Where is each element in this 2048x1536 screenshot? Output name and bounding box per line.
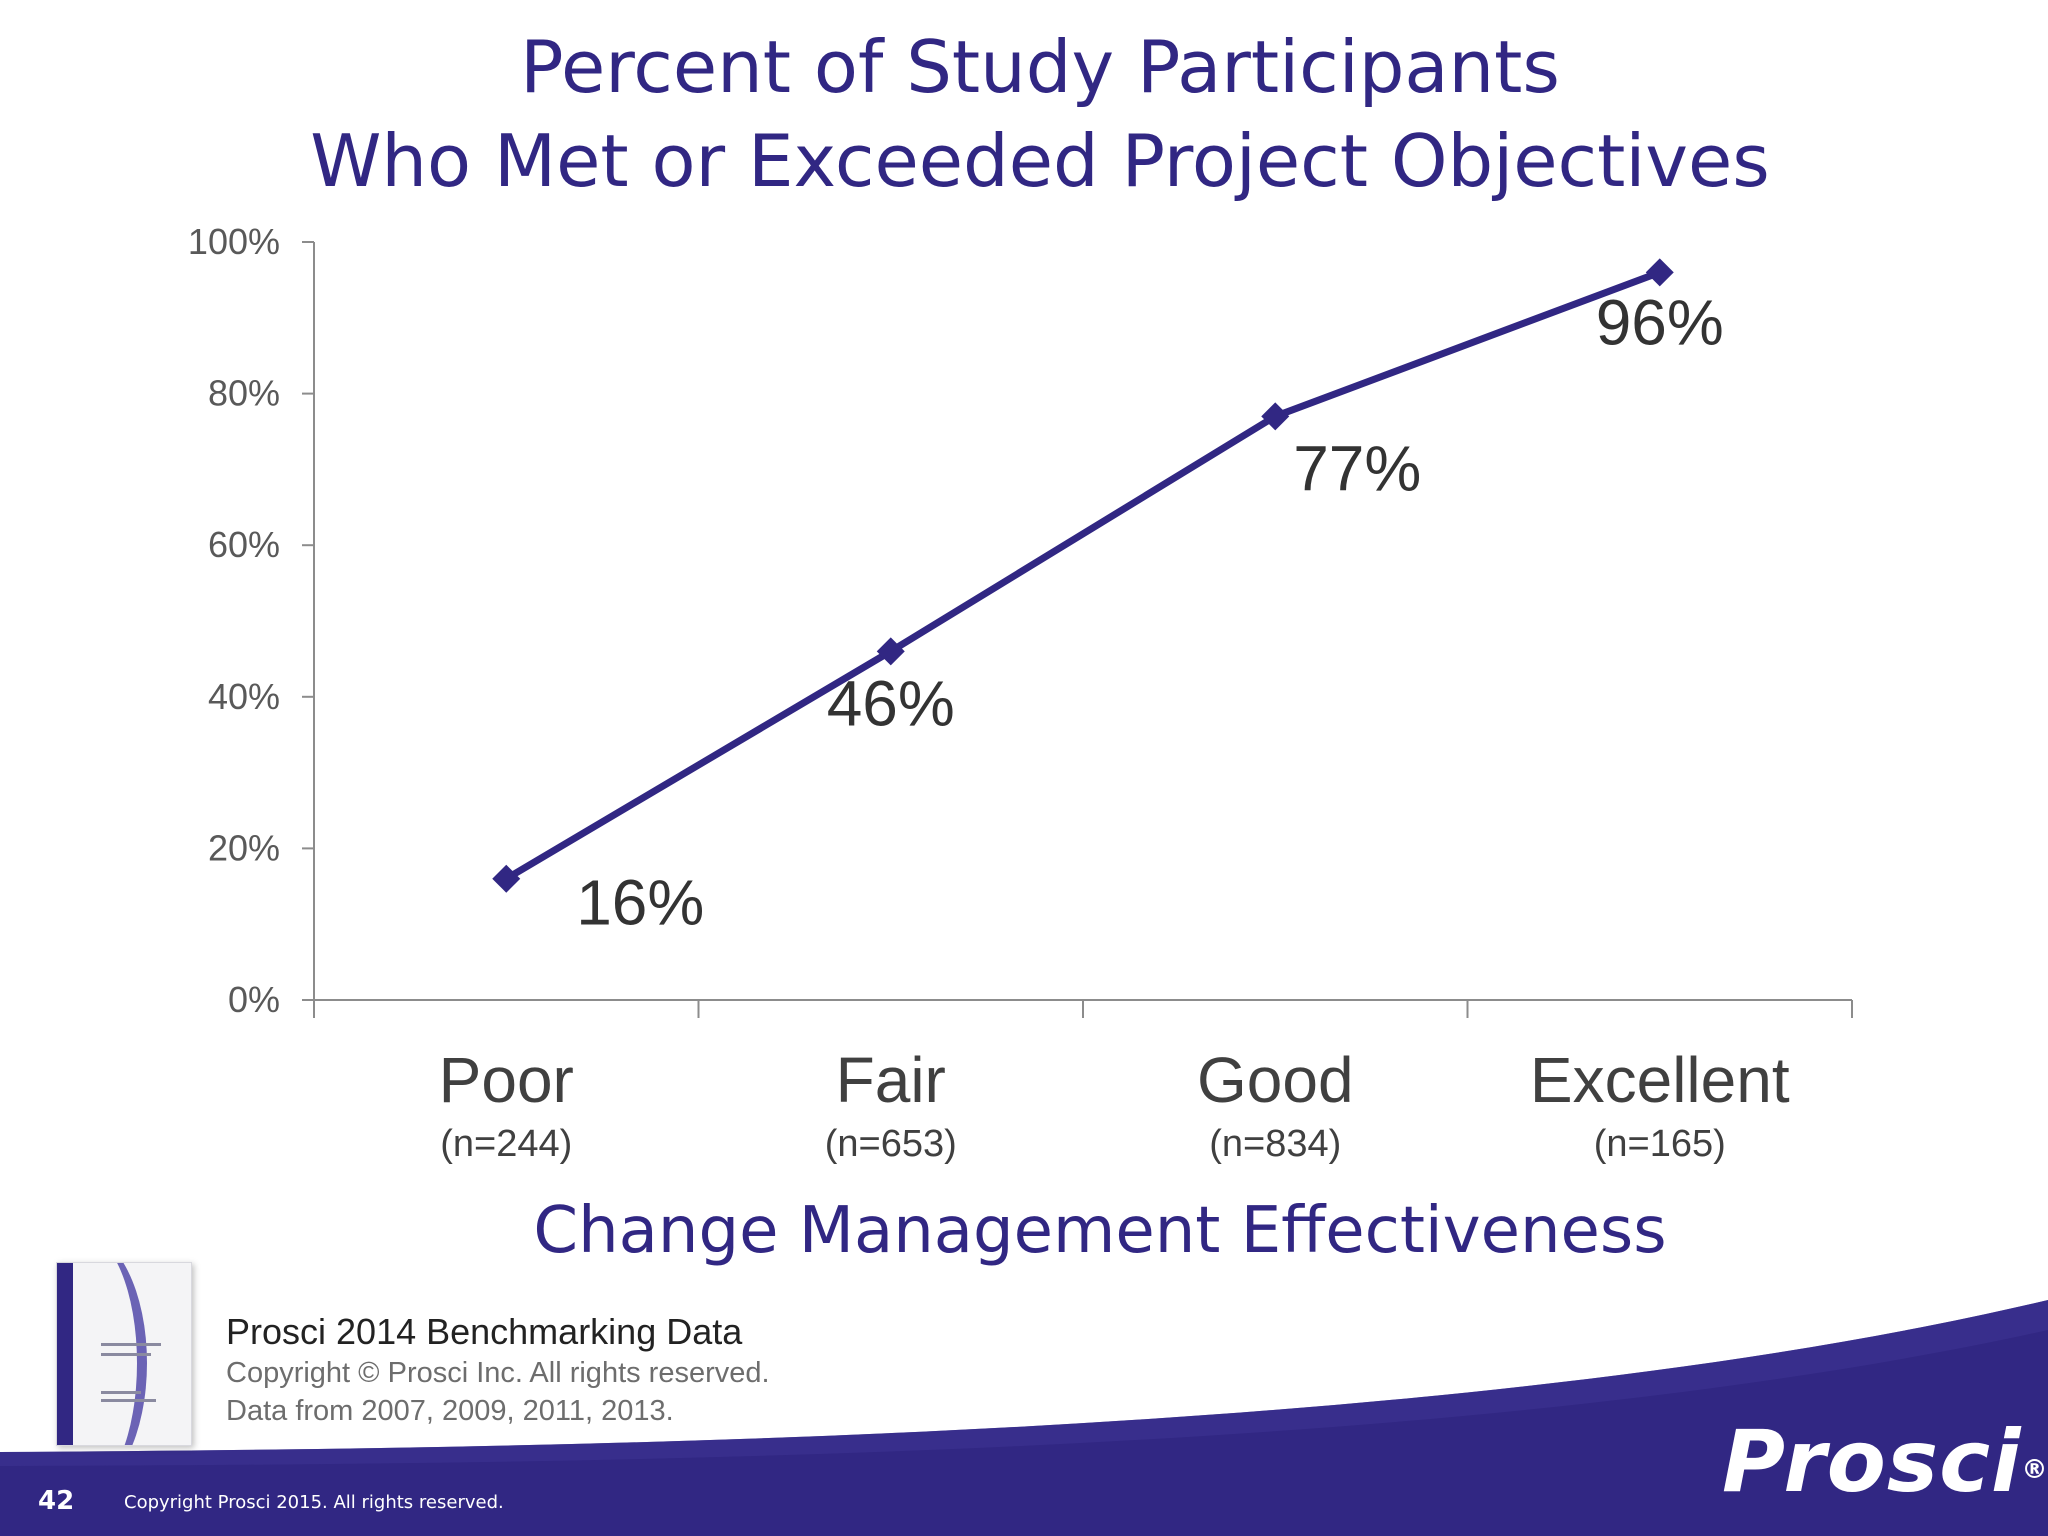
data-label: 96% <box>1596 286 1724 358</box>
x-category-count: (n=165) <box>1594 1123 1726 1165</box>
y-tick-label: 80% <box>208 373 280 414</box>
source-years: Data from 2007, 2009, 2011, 2013. <box>226 1395 674 1427</box>
data-label: 16% <box>576 867 704 939</box>
chart-title-line-1: Percent of Study Participants <box>520 25 1560 109</box>
x-category-count: (n=244) <box>440 1123 572 1165</box>
source-copyright: Copyright © Prosci Inc. All rights reser… <box>226 1357 770 1389</box>
source-title: Prosci 2014 Benchmarking Data <box>226 1311 743 1352</box>
x-category-label: Fair <box>836 1044 946 1116</box>
y-tick-label: 100% <box>188 221 280 262</box>
data-label: 46% <box>827 667 955 739</box>
page-number: 42 <box>38 1486 75 1516</box>
footer-copyright: Copyright Prosci 2015. All rights reserv… <box>124 1492 504 1513</box>
prosci-logo: Prosci® <box>1722 1412 2048 1512</box>
y-tick-label: 0% <box>228 979 280 1020</box>
y-tick-label: 20% <box>208 827 280 868</box>
report-cover-thumbnail <box>56 1262 192 1446</box>
chart-title: Percent of Study Participants Who Met or… <box>0 20 2048 208</box>
y-tick-label: 60% <box>208 524 280 565</box>
y-tick-label: 40% <box>208 676 280 717</box>
x-category-label: Good <box>1197 1044 1354 1116</box>
x-category-count: (n=653) <box>825 1123 957 1165</box>
data-point-marker <box>876 637 905 666</box>
x-category-count: (n=834) <box>1209 1123 1341 1165</box>
registered-mark: ® <box>2021 1455 2048 1485</box>
data-point-marker <box>492 864 521 893</box>
logo-text: Prosci <box>1722 1412 2022 1512</box>
data-point-marker <box>1645 258 1674 287</box>
data-label: 77% <box>1293 432 1421 504</box>
x-category-label: Poor <box>439 1044 574 1116</box>
x-category-label: Excellent <box>1530 1044 1790 1116</box>
series-line <box>504 269 1661 882</box>
x-axis-title: Change Management Effectiveness <box>533 1194 1666 1268</box>
data-point-marker <box>1261 402 1290 431</box>
data-source-note: Prosci 2014 Benchmarking Data Copyright … <box>226 1310 770 1430</box>
chart-title-line-2: Who Met or Exceeded Project Objectives <box>310 119 1770 203</box>
